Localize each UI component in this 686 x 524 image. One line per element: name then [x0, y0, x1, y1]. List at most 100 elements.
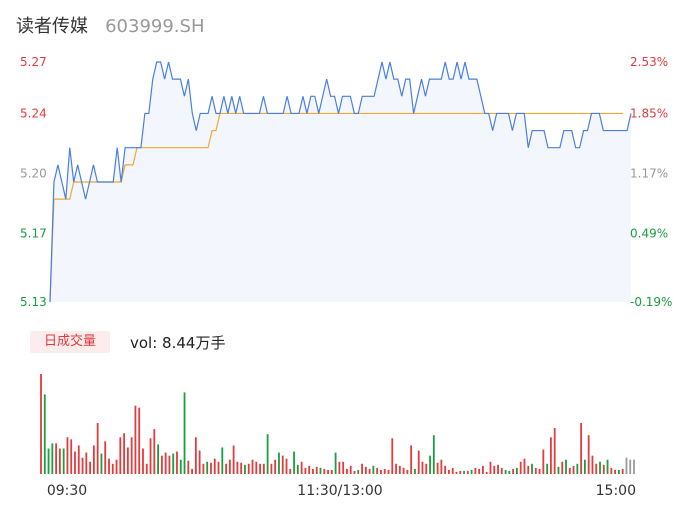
volume-bar — [183, 392, 186, 474]
volume-bar — [425, 463, 428, 474]
volume-bar — [134, 405, 137, 474]
volume-bar — [474, 467, 477, 474]
volume-bar — [538, 468, 541, 474]
time-axis-labels: 09:30 11:30/13:00 15:00 — [47, 483, 636, 499]
price-line — [49, 61, 632, 303]
volume-bar — [591, 455, 594, 474]
volume-bar — [455, 471, 458, 474]
volume-bar — [459, 470, 462, 474]
volume-bar — [232, 445, 235, 474]
avg-price-line — [49, 112, 624, 303]
volume-bar — [262, 463, 265, 474]
volume-bar — [463, 470, 465, 474]
volume-bars — [40, 374, 635, 474]
volume-bar — [221, 447, 224, 474]
volume-bar — [228, 459, 231, 474]
volume-bar — [383, 468, 386, 474]
volume-bar — [74, 451, 76, 474]
volume-bar — [478, 468, 481, 474]
volume-bar — [342, 461, 345, 474]
volume-bar — [617, 469, 620, 474]
volume-bar — [436, 462, 439, 474]
volume-bar — [77, 445, 80, 474]
volume-bar — [168, 455, 171, 474]
volume-bar — [500, 467, 503, 474]
volume-bar — [417, 450, 420, 474]
volume-bar — [485, 471, 488, 474]
volume-bar — [153, 429, 156, 474]
volume-bar — [240, 462, 243, 474]
volume-bar — [255, 461, 258, 474]
volume-bar — [274, 459, 277, 474]
volume-bar — [357, 469, 360, 474]
volume-bar — [172, 453, 175, 474]
percent-tick-label: 1.17% — [630, 166, 668, 180]
volume-bar — [160, 455, 163, 474]
volume-bar — [599, 461, 601, 474]
volume-bar — [176, 451, 178, 474]
volume-bar — [198, 450, 201, 474]
volume-bar — [210, 462, 212, 474]
volume-bar — [402, 467, 405, 474]
volume-bar — [164, 452, 167, 474]
volume-bar — [587, 435, 590, 474]
volume-bar — [444, 465, 447, 474]
volume-bar — [546, 463, 549, 474]
percent-axis-labels: 2.53% 1.85% 1.17% 0.49% -0.19% — [630, 55, 672, 309]
volume-bar — [289, 468, 292, 474]
volume-bar — [519, 461, 522, 474]
volume-bar — [568, 467, 571, 474]
percent-tick-label: -0.19% — [630, 295, 672, 309]
volume-bar — [66, 437, 69, 474]
volume-bar — [126, 447, 129, 474]
volume-bar — [62, 448, 65, 474]
volume-bar — [123, 433, 125, 474]
stock-code: 603999.SH — [105, 16, 205, 37]
volume-bar — [111, 463, 114, 474]
time-tick-label: 11:30/13:00 — [297, 483, 382, 499]
volume-bar — [602, 464, 605, 474]
percent-tick-label: 0.49% — [630, 226, 668, 240]
volume-bar — [550, 437, 552, 474]
volume-bar — [440, 459, 443, 474]
volume-bar — [96, 423, 99, 474]
volume-bar — [508, 470, 511, 474]
volume-bar — [179, 459, 182, 474]
price-tick-label: 5.20 — [20, 166, 47, 180]
volume-bar — [187, 460, 190, 474]
volume-bar — [625, 457, 628, 474]
volume-bar — [259, 463, 261, 474]
volume-bar — [565, 459, 567, 474]
volume-bar — [531, 463, 533, 474]
price-tick-label: 5.13 — [20, 295, 47, 309]
volume-bar — [353, 470, 356, 474]
volume-bar — [327, 469, 329, 474]
volume-bar — [376, 467, 379, 474]
volume-bar — [534, 467, 537, 474]
volume-bar — [225, 463, 227, 474]
volume-bar — [312, 468, 314, 474]
volume-bar — [451, 467, 454, 474]
volume-bar — [55, 443, 58, 474]
price-tick-label: 5.27 — [20, 55, 47, 69]
volume-bar — [361, 463, 363, 474]
volume-bar — [346, 468, 348, 474]
volume-bar — [629, 459, 632, 474]
volume-bar — [202, 463, 205, 474]
volume-bar — [217, 461, 220, 474]
volume-bar — [108, 458, 110, 474]
volume-bar — [100, 453, 103, 474]
time-tick-label: 09:30 — [47, 483, 87, 499]
volume-bar — [194, 437, 197, 474]
volume-bar — [281, 455, 284, 474]
volume-bar — [470, 469, 473, 474]
price-axis-labels: 5.27 5.24 5.20 5.17 5.13 — [20, 55, 47, 309]
volume-bar — [308, 465, 311, 474]
volume-bar — [85, 452, 88, 474]
volume-bar — [512, 468, 515, 474]
volume-bar — [293, 451, 295, 474]
volume-bar — [516, 467, 518, 474]
volume-value: vol: 8.44万手 — [130, 334, 226, 352]
volume-bar — [157, 444, 159, 474]
